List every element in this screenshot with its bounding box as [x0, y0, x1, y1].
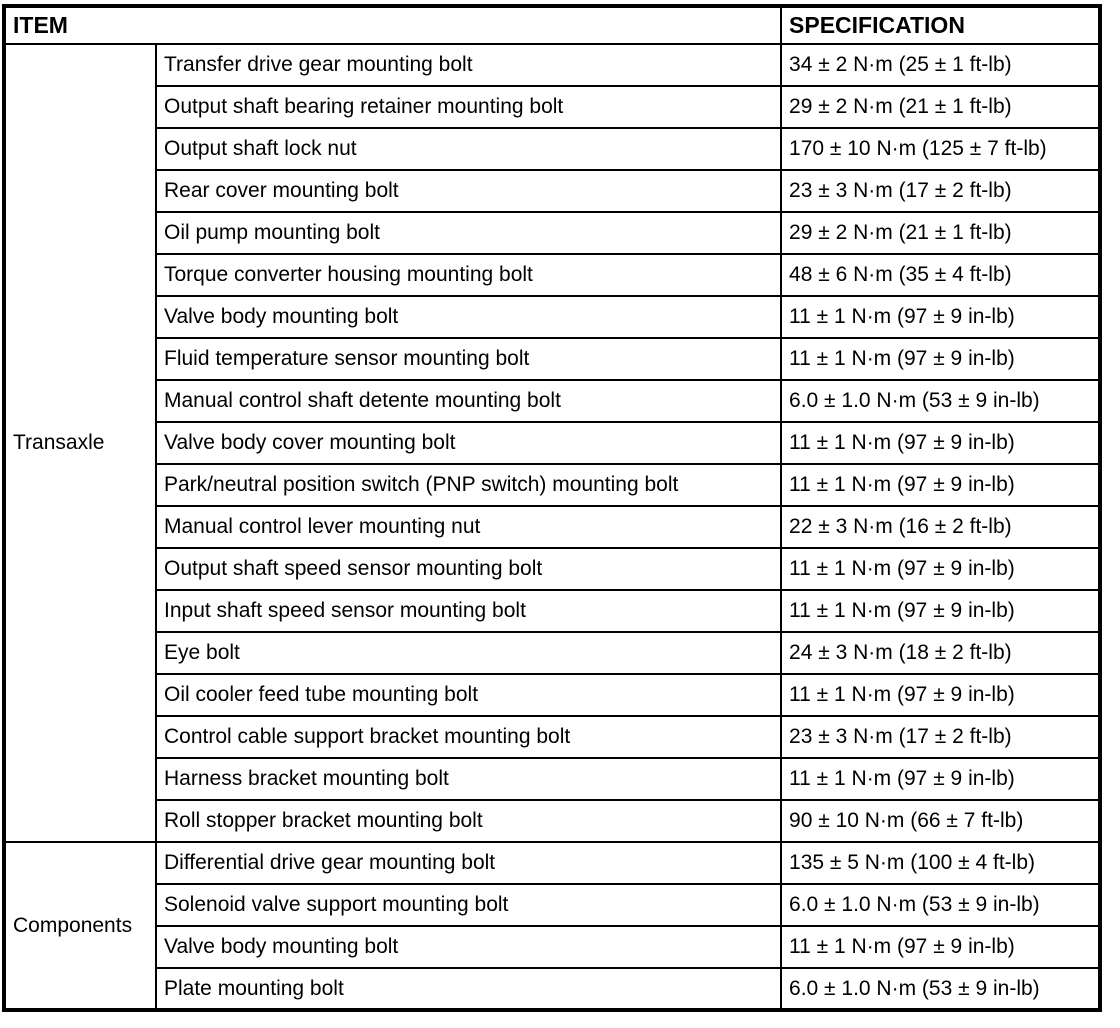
table-row: Torque converter housing mounting bolt 48…	[4, 253, 1102, 297]
item-cell: Plate mounting bolt	[154, 967, 783, 1011]
table-row: Oil pump mounting bolt 29 ± 2 N·m (21 ± 1…	[4, 211, 1102, 255]
item-cell: Oil pump mounting bolt	[154, 211, 783, 255]
item-cell: Solenoid valve support mounting bolt	[154, 883, 783, 927]
table-row: Oil cooler feed tube mounting bolt 11 ± 1…	[4, 673, 1102, 717]
specification-cell: 6.0 ± 1.0 N·m (53 ± 9 in-lb)	[780, 883, 1102, 927]
specification-cell: 23 ± 3 N·m (17 ± 2 ft-lb)	[780, 715, 1102, 759]
specification-cell: 29 ± 2 N·m (21 ± 1 ft-lb)	[780, 211, 1102, 255]
header-row: ITEM SPECIFICATION	[2, 5, 1102, 45]
item-cell: Fluid temperature sensor mounting bolt	[154, 337, 783, 381]
item-cell: Oil cooler feed tube mounting bolt	[154, 673, 783, 717]
table-row: Solenoid valve support mounting bolt 6.0 …	[4, 883, 1102, 927]
torque-spec-table: ITEM SPECIFICATION Transaxle Transfer dri…	[2, 4, 1103, 1012]
item-cell: Manual control shaft detente mounting bo…	[154, 379, 783, 423]
item-cell: Input shaft speed sensor mounting bolt	[154, 589, 783, 633]
item-cell: Manual control lever mounting nut	[154, 505, 783, 549]
table-row: Park/neutral position switch (PNP switch…	[4, 463, 1102, 507]
table-row: Harness bracket mounting bolt 11 ± 1 N·m …	[4, 757, 1102, 801]
table-row: Manual control lever mounting nut 22 ± 3 …	[4, 505, 1102, 549]
item-column-header: ITEM	[2, 5, 783, 45]
specification-cell: 34 ± 2 N·m (25 ± 1 ft-lb)	[780, 43, 1102, 87]
item-cell: Differential drive gear mounting bolt	[154, 841, 783, 885]
specification-cell: 48 ± 6 N·m (35 ± 4 ft-lb)	[780, 253, 1102, 297]
item-cell: Output shaft speed sensor mounting bolt	[154, 547, 783, 591]
table-row: Fluid temperature sensor mounting bolt 11…	[4, 337, 1102, 381]
table-row: Transaxle Transfer drive gear mounting bo…	[3, 43, 1102, 843]
table-row: Components Differential drive gear mounti…	[3, 841, 1102, 1011]
specification-cell: 11 ± 1 N·m (97 ± 9 in-lb)	[780, 757, 1102, 801]
specification-cell: 11 ± 1 N·m (97 ± 9 in-lb)	[780, 421, 1102, 465]
specification-cell: 170 ± 10 N·m (125 ± 7 ft-lb)	[780, 127, 1102, 171]
item-cell: Harness bracket mounting bolt	[154, 757, 783, 801]
item-cell: Transfer drive gear mounting bolt	[154, 43, 783, 87]
category-cell: Components	[3, 841, 157, 1011]
item-cell: Park/neutral position switch (PNP switch…	[154, 463, 783, 507]
table-row: Valve body cover mounting bolt 11 ± 1 N·m…	[4, 421, 1102, 465]
specification-cell: 90 ± 10 N·m (66 ± 7 ft-lb)	[780, 799, 1102, 843]
specification-cell: 6.0 ± 1.0 N·m (53 ± 9 in-lb)	[780, 379, 1102, 423]
specification-cell: 11 ± 1 N·m (97 ± 9 in-lb)	[780, 925, 1102, 969]
specification-cell: 23 ± 3 N·m (17 ± 2 ft-lb)	[780, 169, 1102, 213]
table-row: Valve body mounting bolt 11 ± 1 N·m (97 ±…	[4, 925, 1102, 969]
item-cell: Torque converter housing mounting bolt	[154, 253, 783, 297]
table-row: Eye bolt 24 ± 3 N·m (18 ± 2 ft-lb)	[4, 631, 1102, 675]
table-row: Roll stopper bracket mounting bolt 90 ± 1…	[4, 799, 1102, 843]
specification-cell: 22 ± 3 N·m (16 ± 2 ft-lb)	[780, 505, 1102, 549]
specification-cell: 11 ± 1 N·m (97 ± 9 in-lb)	[780, 295, 1102, 339]
item-cell: Valve body mounting bolt	[154, 295, 783, 339]
specification-cell: 11 ± 1 N·m (97 ± 9 in-lb)	[780, 463, 1102, 507]
specification-cell: 29 ± 2 N·m (21 ± 1 ft-lb)	[780, 85, 1102, 129]
specification-cell: 11 ± 1 N·m (97 ± 9 in-lb)	[780, 673, 1102, 717]
specification-cell: 11 ± 1 N·m (97 ± 9 in-lb)	[780, 547, 1102, 591]
table-row: Control cable support bracket mounting b…	[4, 715, 1102, 759]
table-row: Rear cover mounting bolt 23 ± 3 N·m (17 ±…	[4, 169, 1102, 213]
item-cell: Eye bolt	[154, 631, 783, 675]
specification-cell: 135 ± 5 N·m (100 ± 4 ft-lb)	[780, 841, 1102, 885]
item-cell: Roll stopper bracket mounting bolt	[154, 799, 783, 843]
table-row: Plate mounting bolt 6.0 ± 1.0 N·m (53 ± 9…	[4, 967, 1102, 1011]
specification-cell: 24 ± 3 N·m (18 ± 2 ft-lb)	[780, 631, 1102, 675]
table-row: Valve body mounting bolt 11 ± 1 N·m (97 ±…	[4, 295, 1102, 339]
table-row: Output shaft lock nut 170 ± 10 N·m (125 ±…	[4, 127, 1102, 171]
table-row: Manual control shaft detente mounting bo…	[4, 379, 1102, 423]
category-cell: Transaxle	[3, 43, 157, 843]
item-cell: Valve body cover mounting bolt	[154, 421, 783, 465]
table-row: Output shaft speed sensor mounting bolt 1…	[4, 547, 1102, 591]
item-cell: Output shaft lock nut	[154, 127, 783, 171]
specification-cell: 6.0 ± 1.0 N·m (53 ± 9 in-lb)	[780, 967, 1102, 1011]
specification-column-header: SPECIFICATION	[780, 5, 1102, 45]
item-cell: Output shaft bearing retainer mounting b…	[154, 85, 783, 129]
table-row: Output shaft bearing retainer mounting b…	[4, 85, 1102, 129]
specification-cell: 11 ± 1 N·m (97 ± 9 in-lb)	[780, 589, 1102, 633]
item-cell: Control cable support bracket mounting b…	[154, 715, 783, 759]
item-cell: Valve body mounting bolt	[154, 925, 783, 969]
table-row: Input shaft speed sensor mounting bolt 11…	[4, 589, 1102, 633]
item-cell: Rear cover mounting bolt	[154, 169, 783, 213]
specification-cell: 11 ± 1 N·m (97 ± 9 in-lb)	[780, 337, 1102, 381]
